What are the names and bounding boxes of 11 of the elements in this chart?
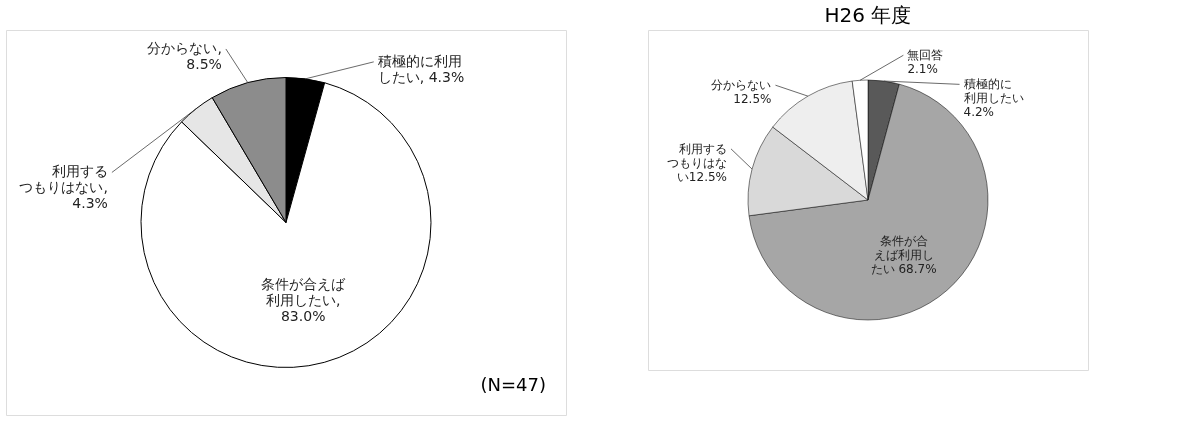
slice-label: 無回答 2.1% — [907, 48, 944, 77]
slice-label: 積極的に利用したい, 4.3% — [377, 52, 465, 85]
slice-label: 利用するつもりはない, 4.3% — [19, 163, 108, 212]
slice-label: 利用するつもりはない12.5% — [666, 141, 727, 184]
slice-label: 条件が合えば利用したい 68.7% — [870, 233, 937, 276]
slice-label: 分からない 12.5% — [711, 78, 772, 107]
text: (N=47) — [480, 374, 546, 395]
chart-title: H26 年度 — [824, 3, 912, 27]
slice-label: 積極的に利用したい 4.2% — [963, 77, 1024, 120]
slice-label: 分からない, 8.5% — [147, 39, 222, 72]
slice-label: 条件が合えば利用したい, 83.0% — [261, 276, 347, 325]
